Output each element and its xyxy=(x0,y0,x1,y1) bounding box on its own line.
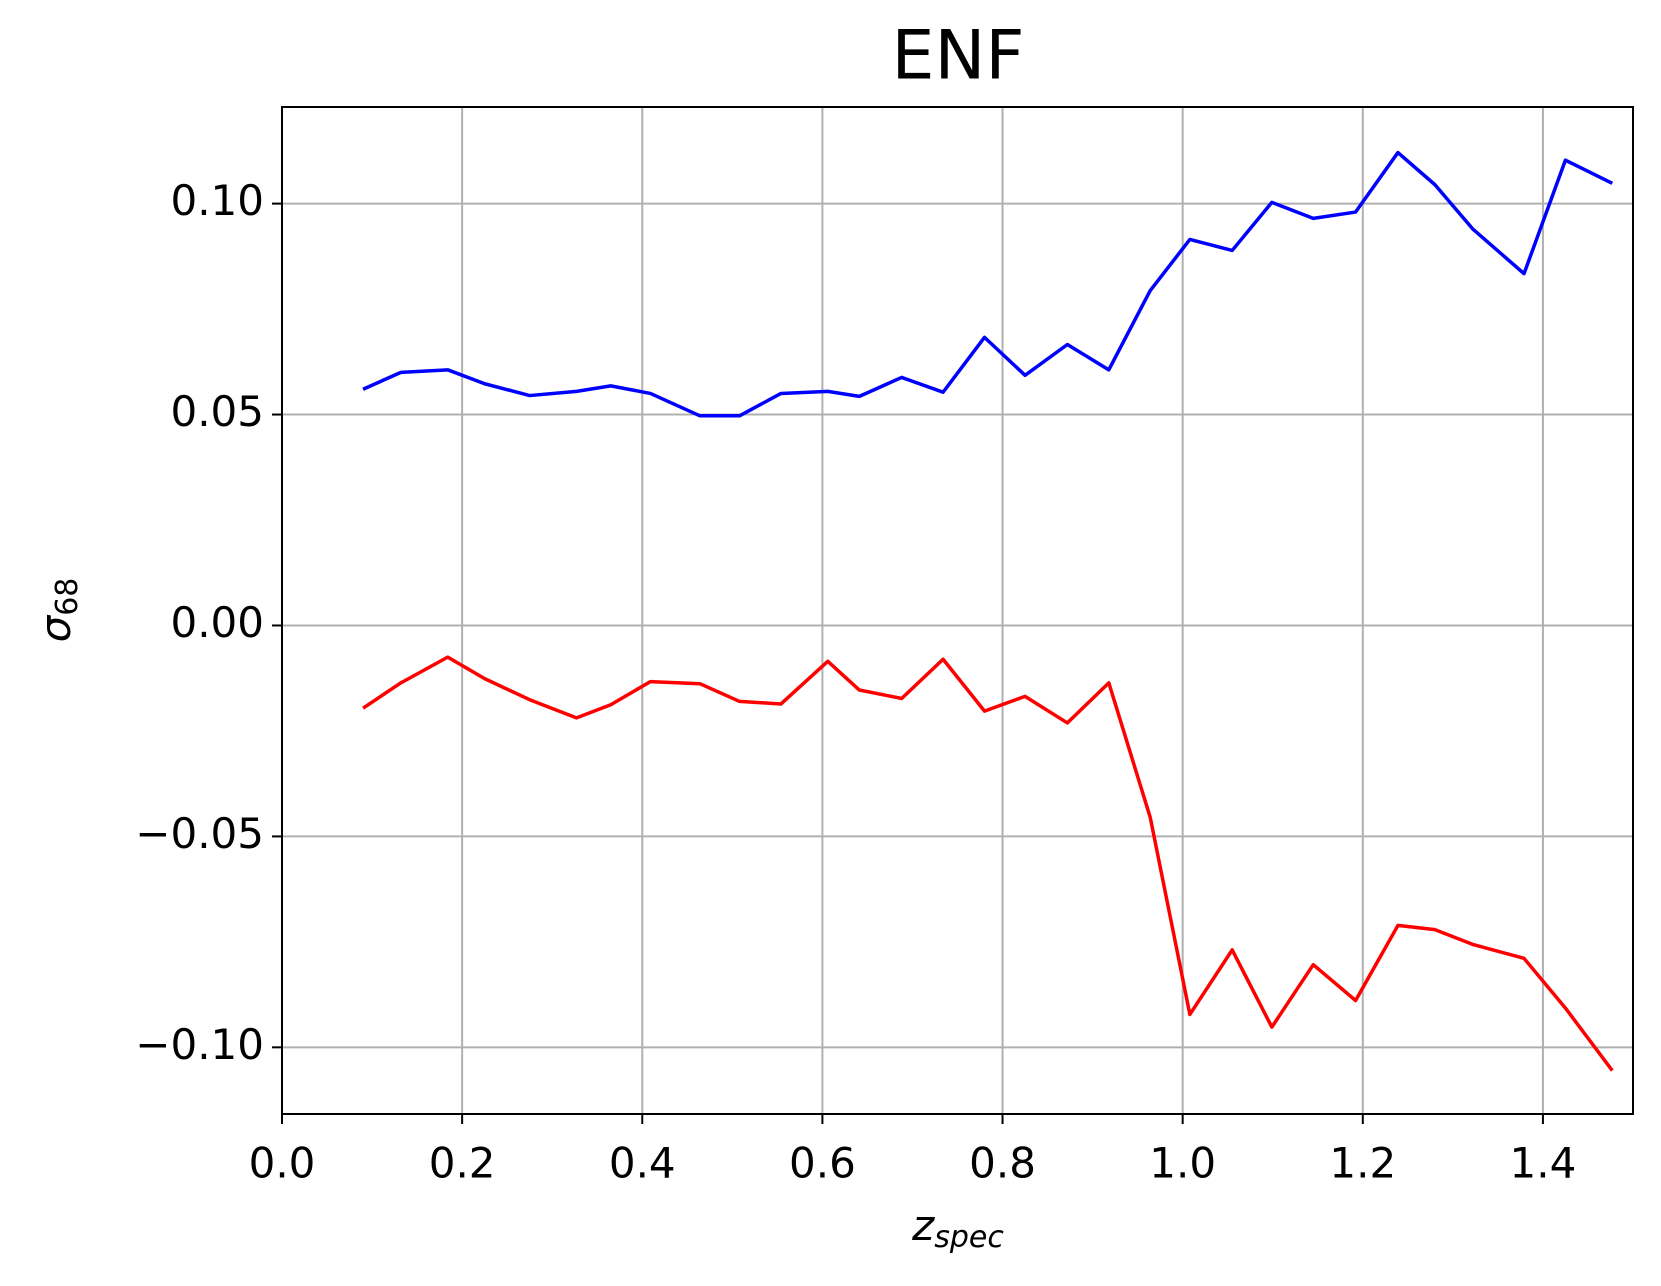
chart-title: ENF xyxy=(892,17,1025,96)
x-tick-label: 0.4 xyxy=(609,1139,676,1188)
x-axis-label: zspec xyxy=(911,1201,1004,1255)
line-series xyxy=(362,655,1614,1072)
y-tick-label: 0.00 xyxy=(170,598,264,647)
x-tick-label: 0.6 xyxy=(789,1139,856,1188)
y-tick-label: 0.10 xyxy=(170,176,264,225)
y-tick-label: 0.05 xyxy=(170,387,264,436)
y-label-sub: 68 xyxy=(50,578,85,616)
x-tick-label: 0.8 xyxy=(969,1139,1036,1188)
line-series xyxy=(362,150,1614,418)
x-tick-label: 0.2 xyxy=(429,1139,496,1188)
x-tick-label: 0.0 xyxy=(249,1139,316,1188)
y-tick-label: −0.10 xyxy=(135,1020,264,1069)
x-label-sub: spec xyxy=(934,1220,1004,1255)
x-tick-label: 1.4 xyxy=(1510,1139,1577,1188)
y-tick-label: −0.05 xyxy=(135,809,264,858)
x-label-main: z xyxy=(911,1201,935,1250)
plot-frame xyxy=(281,106,1634,1115)
y-label-main: σ xyxy=(31,614,80,642)
x-tick-label: 1.0 xyxy=(1149,1139,1216,1188)
y-axis-label: σ68 xyxy=(31,578,85,643)
x-tick-label: 1.2 xyxy=(1329,1139,1396,1188)
